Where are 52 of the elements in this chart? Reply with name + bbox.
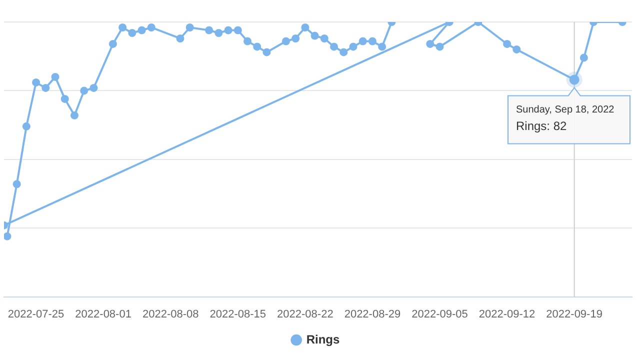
point — [186, 23, 194, 32]
point — [320, 34, 328, 42]
point — [340, 48, 348, 56]
x-tick-label: 2022-08-29 — [344, 308, 401, 320]
point — [234, 26, 242, 34]
point — [580, 54, 588, 62]
x-tick-label: 2022-08-15 — [210, 308, 266, 320]
point — [262, 48, 271, 56]
point — [282, 37, 290, 46]
x-tick-label: 2022-08-22 — [277, 308, 334, 320]
x-tick-label: 2022-09-19 — [546, 308, 602, 320]
point — [503, 40, 512, 48]
point — [378, 42, 386, 51]
point — [214, 28, 223, 37]
point — [253, 42, 262, 51]
point — [176, 34, 184, 42]
annotation: Rings: 82 — [516, 119, 568, 134]
point — [51, 72, 60, 81]
point — [12, 180, 21, 188]
x-tick-label: 2022-07-25 — [8, 308, 64, 320]
point — [310, 32, 319, 40]
point — [138, 26, 146, 34]
point — [301, 23, 310, 32]
point — [22, 122, 30, 130]
point — [147, 23, 156, 32]
point — [224, 26, 232, 34]
x-tick-label: 2022-09-12 — [478, 308, 536, 320]
point — [368, 37, 376, 46]
point — [330, 42, 338, 51]
point — [128, 28, 136, 37]
point — [70, 111, 78, 120]
point — [292, 34, 300, 42]
point — [244, 37, 252, 46]
point — [118, 23, 127, 32]
point — [358, 37, 367, 46]
point — [349, 42, 358, 51]
point — [512, 45, 521, 54]
point — [108, 40, 117, 48]
annotation: Sunday, Sep 18, 2022 — [516, 104, 615, 116]
point — [436, 42, 444, 51]
point — [426, 40, 434, 48]
point — [80, 86, 88, 95]
point — [205, 26, 214, 34]
x-tick-label: 2022-08-08 — [142, 308, 199, 320]
point — [42, 84, 50, 92]
point — [4, 232, 12, 240]
point — [90, 84, 98, 92]
x-tick-label: 2022-08-01 — [75, 308, 132, 320]
x-tick-label: 2022-09-05 — [412, 308, 468, 320]
point — [32, 78, 40, 86]
point — [60, 94, 69, 103]
legend-label: Rings — [306, 332, 340, 346]
